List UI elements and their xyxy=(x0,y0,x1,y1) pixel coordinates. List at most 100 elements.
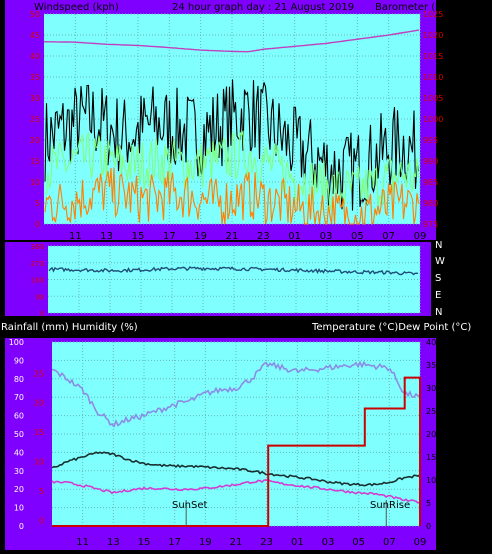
time-tick-label: 05 xyxy=(351,231,364,242)
time-tick-label: 15 xyxy=(132,231,145,242)
humidity-tick-label: 50 xyxy=(14,430,24,439)
rainfall-tick-label: 25 xyxy=(34,369,44,378)
sunrise-label: SunRise xyxy=(370,500,410,511)
rainfall-series xyxy=(52,376,421,527)
time-tick-label-bottom: 21 xyxy=(230,537,243,548)
time-tick-label-bottom: 11 xyxy=(76,537,89,548)
time-tick-label: 19 xyxy=(194,231,207,242)
time-tick-label-bottom: 09 xyxy=(414,537,427,548)
windspeed-tick-label: 40 xyxy=(30,52,40,61)
barometer-tick-label: 1020 xyxy=(423,31,443,40)
windspeed-tick-label: 15 xyxy=(30,157,40,166)
temperature-tick-label: 40 xyxy=(426,338,436,347)
windspeed-tick-label: 20 xyxy=(30,136,40,145)
time-tick-label: 01 xyxy=(288,231,301,242)
humidity-tick-label: 10 xyxy=(14,504,24,513)
temperature-tick-label: 15 xyxy=(426,453,436,462)
humidity-tick-label: 70 xyxy=(14,393,24,402)
rainfall-tick-label: 0 xyxy=(39,516,44,525)
time-tick-label-bottom: 13 xyxy=(107,537,120,548)
direction-tick-label: 180 xyxy=(31,277,44,285)
chart-title: 24 hour graph day : 21 August 2019 xyxy=(172,2,354,13)
direction-label-s: S xyxy=(435,273,441,284)
temperature-tick-label: 5 xyxy=(426,499,431,508)
rainfall-tick-label: 5 xyxy=(39,487,44,496)
rain-humidity-title: Rainfall (mm) Humidity (%) xyxy=(1,322,138,333)
time-tick-label-bottom: 23 xyxy=(260,537,273,548)
humidity-series xyxy=(51,360,421,428)
direction-label-n-bottom: N xyxy=(435,307,442,318)
time-tick-label: 21 xyxy=(226,231,239,242)
time-tick-label: 11 xyxy=(69,231,82,242)
windspeed-tick-label: 10 xyxy=(30,178,40,187)
humidity-tick-label: 80 xyxy=(14,375,24,384)
wind-direction-series xyxy=(48,265,419,276)
series-layer xyxy=(43,29,421,527)
time-tick-label-bottom: 01 xyxy=(291,537,304,548)
time-tick-label: 17 xyxy=(163,231,176,242)
barometer-tick-label: 1015 xyxy=(423,52,443,61)
barometer-tick-label: 995 xyxy=(423,136,438,145)
windspeed-tick-label: 0 xyxy=(35,220,40,229)
time-tick-label: 09 xyxy=(414,231,427,242)
barometer-tick-label: 1025 xyxy=(423,10,443,19)
windspeed-tick-label: 45 xyxy=(30,31,40,40)
direction-label-e: E xyxy=(435,290,441,301)
direction-label-n-top: N xyxy=(435,240,442,251)
humidity-tick-label: 0 xyxy=(19,522,24,531)
time-tick-label-bottom: 17 xyxy=(168,537,181,548)
time-tick-label: 07 xyxy=(382,231,395,242)
temperature-tick-label: 0 xyxy=(426,522,431,531)
humidity-tick-label: 90 xyxy=(14,356,24,365)
axes-layer: 0510152025303540455097598098599099510001… xyxy=(9,10,444,548)
windspeed-tick-label: 35 xyxy=(30,73,40,82)
direction-tick-label: 90 xyxy=(35,293,44,301)
time-tick-label-bottom: 05 xyxy=(352,537,365,548)
time-tick-label: 23 xyxy=(257,231,270,242)
direction-tick-label: 270 xyxy=(31,260,44,268)
barometer-tick-label: 985 xyxy=(423,178,438,187)
barometer-tick-label: 990 xyxy=(423,157,438,166)
rainfall-tick-label: 10 xyxy=(34,458,44,467)
direction-label-w: W xyxy=(435,256,445,267)
temperature-tick-label: 20 xyxy=(426,430,436,439)
humidity-tick-label: 100 xyxy=(9,338,24,347)
temperature-tick-label: 25 xyxy=(426,407,436,416)
temperature-tick-label: 10 xyxy=(426,476,436,485)
wind-speed-series xyxy=(44,167,420,226)
windspeed-tick-label: 50 xyxy=(30,10,40,19)
humidity-tick-label: 20 xyxy=(14,485,24,494)
barometer-tick-label: 1000 xyxy=(423,115,443,124)
temperature-tick-label: 35 xyxy=(426,361,436,370)
time-tick-label-bottom: 15 xyxy=(138,537,151,548)
windspeed-tick-label: 25 xyxy=(30,115,40,124)
barometer-tick-label: 1010 xyxy=(423,73,443,82)
humidity-tick-label: 30 xyxy=(14,467,24,476)
dewpoint-series xyxy=(51,479,421,504)
rainfall-tick-label: 20 xyxy=(34,399,44,408)
rainfall-tick-label: 15 xyxy=(34,428,44,437)
windspeed-tick-label: 5 xyxy=(35,199,40,208)
temperature-tick-label: 30 xyxy=(426,384,436,393)
barometer-tick-label: 975 xyxy=(423,220,438,229)
wind-gust-series xyxy=(44,79,420,211)
direction-tick-label: 360 xyxy=(31,243,44,251)
humidity-tick-label: 60 xyxy=(14,412,24,421)
time-tick-label: 03 xyxy=(320,231,333,242)
sunset-label: SunSet xyxy=(172,500,208,511)
barometer-title: Barometer (hpa) xyxy=(375,2,458,13)
windspeed-tick-label: 30 xyxy=(30,94,40,103)
direction-tick-label: 0 xyxy=(40,310,44,318)
humidity-tick-label: 40 xyxy=(14,448,24,457)
wind-average-series xyxy=(44,130,420,211)
barometer-tick-label: 980 xyxy=(423,199,438,208)
time-tick-label-bottom: 19 xyxy=(199,537,212,548)
time-tick-label-bottom: 03 xyxy=(322,537,335,548)
time-tick-label-bottom: 07 xyxy=(383,537,396,548)
windspeed-title: Windspeed (kph) xyxy=(34,2,119,13)
barometer-tick-label: 1005 xyxy=(423,94,443,103)
time-tick-label: 13 xyxy=(100,231,113,242)
temperature-dewpoint-title: Temperature (°C)Dew Point (°C) xyxy=(311,322,471,333)
